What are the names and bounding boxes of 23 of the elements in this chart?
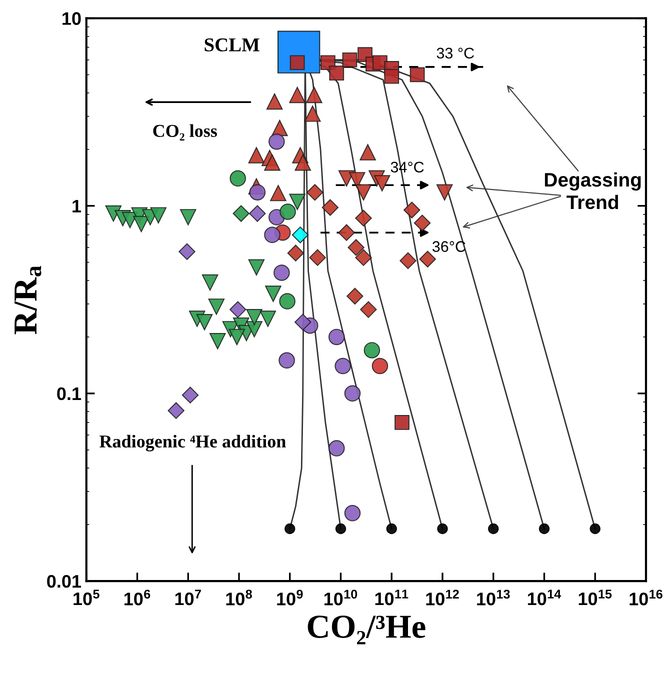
x-tick-label: 10$^{5}$ <box>74 590 100 606</box>
x-tick-label: 10$^{6}$ <box>124 590 150 606</box>
x-tick-label: 10$^{9}$ <box>277 590 303 606</box>
x-tick-label: 10$^{15}$ <box>578 590 612 606</box>
annotation: 33 °C <box>436 48 474 59</box>
y-tick-label: 1 <box>72 200 82 212</box>
y-tick-label: 0.1 <box>57 387 82 400</box>
x-tick-label: 10$^{13}$ <box>477 590 510 606</box>
x-tick-label: 10$^{11}$ <box>375 590 408 606</box>
annotation: Radiogenic ⁴He addition <box>100 434 286 452</box>
x-tick-label: 10$^{8}$ <box>226 590 252 606</box>
annotation: Degassing Trend <box>544 172 641 210</box>
x-axis-title: CO₂/³He <box>308 616 426 644</box>
x-tick-label: 10$^{14}$ <box>528 590 562 606</box>
annotation: CO₂ loss <box>153 124 217 140</box>
y-axis-title: R/R$_{a}$ <box>14 266 42 334</box>
series-label: SCLM <box>204 38 260 52</box>
x-tick-label: 10$^{12}$ <box>426 590 459 606</box>
y-tick-label: 0.01 <box>47 574 82 588</box>
x-tick-label: 10$^{7}$ <box>175 590 201 606</box>
y-tick-label: 10 <box>62 12 81 25</box>
x-tick-label: 10$^{16}$ <box>630 590 662 606</box>
x-tick-label: 10$^{10}$ <box>324 590 358 606</box>
